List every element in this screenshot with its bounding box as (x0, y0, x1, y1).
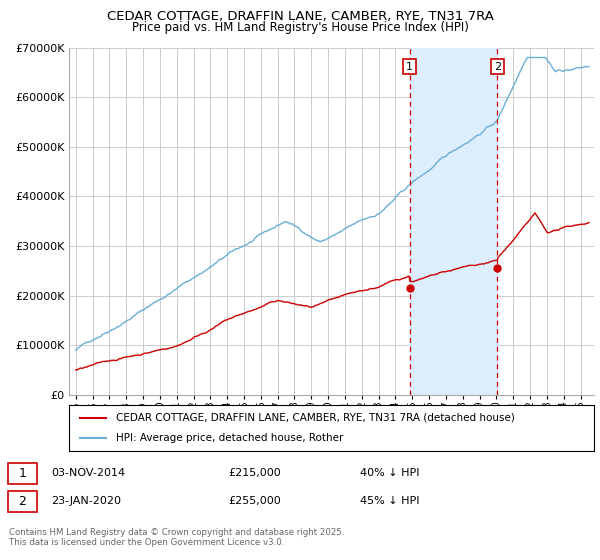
Text: 03-NOV-2014: 03-NOV-2014 (51, 468, 125, 478)
Text: 2: 2 (18, 494, 26, 508)
Text: 2: 2 (494, 62, 501, 72)
Text: 40% ↓ HPI: 40% ↓ HPI (360, 468, 419, 478)
Text: £255,000: £255,000 (228, 496, 281, 506)
Text: 23-JAN-2020: 23-JAN-2020 (51, 496, 121, 506)
Text: Price paid vs. HM Land Registry's House Price Index (HPI): Price paid vs. HM Land Registry's House … (131, 21, 469, 34)
Text: £215,000: £215,000 (228, 468, 281, 478)
Text: 1: 1 (18, 466, 26, 480)
Text: CEDAR COTTAGE, DRAFFIN LANE, CAMBER, RYE, TN31 7RA: CEDAR COTTAGE, DRAFFIN LANE, CAMBER, RYE… (107, 10, 493, 23)
Text: 45% ↓ HPI: 45% ↓ HPI (360, 496, 419, 506)
Bar (410, 48, 497, 395)
Text: CEDAR COTTAGE, DRAFFIN LANE, CAMBER, RYE, TN31 7RA (detached house): CEDAR COTTAGE, DRAFFIN LANE, CAMBER, RYE… (116, 413, 515, 423)
Text: Contains HM Land Registry data © Crown copyright and database right 2025.
This d: Contains HM Land Registry data © Crown c… (9, 528, 344, 547)
Text: 1: 1 (406, 62, 413, 72)
Text: HPI: Average price, detached house, Rother: HPI: Average price, detached house, Roth… (116, 433, 344, 443)
